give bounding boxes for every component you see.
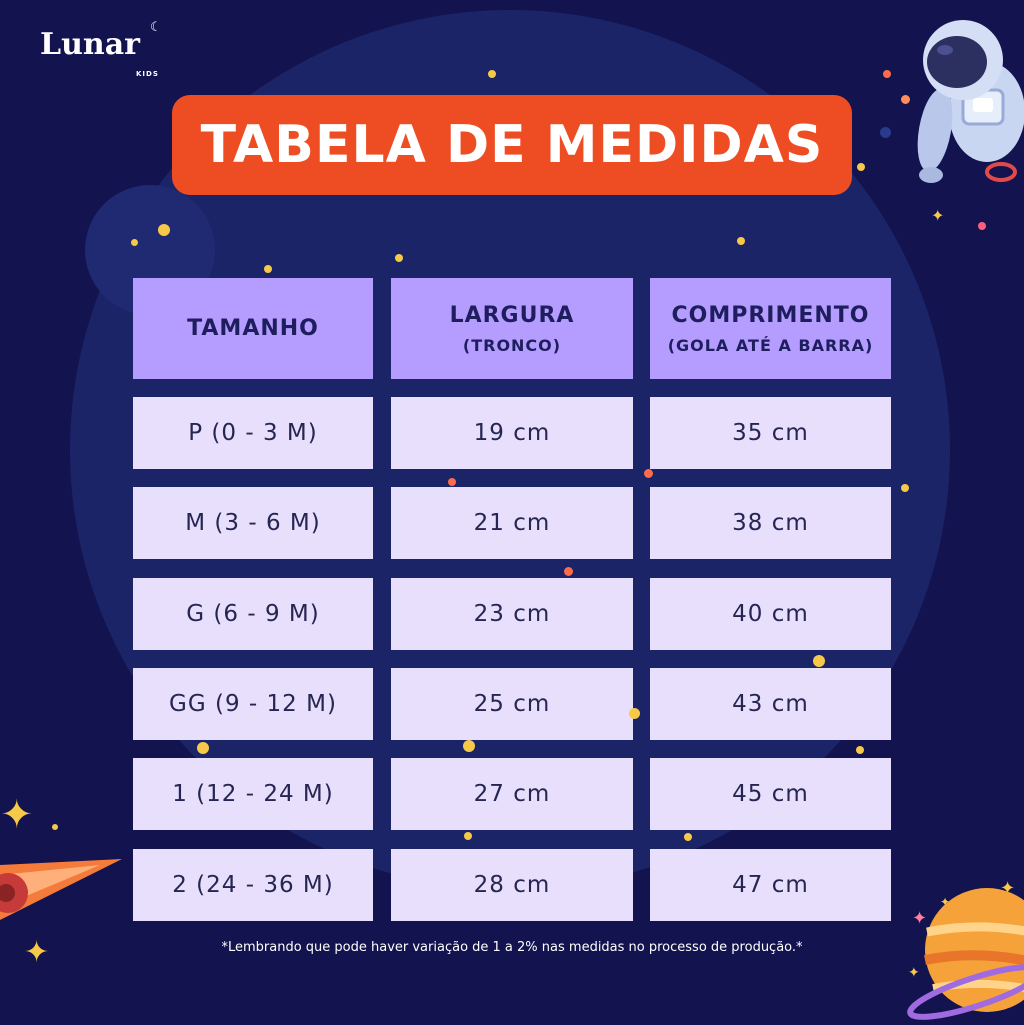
brand-sub: KIDS (136, 70, 159, 78)
page-title: TABELA DE MEDIDAS (172, 95, 852, 195)
table-cell-length: 47 cm (650, 849, 891, 921)
astronaut-icon (917, 20, 1024, 183)
star-dot-icon (857, 163, 865, 171)
table-cell-size: 2 (24 - 36 M) (133, 849, 373, 921)
header-subtitle: (TRONCO) (462, 335, 562, 355)
table-cell-length: 43 cm (650, 668, 891, 740)
star-dot-icon (901, 95, 910, 104)
star-dot-icon (880, 127, 891, 138)
header-title: COMPRIMENTO (671, 302, 870, 328)
star-dot-icon (158, 224, 170, 236)
star-dot-icon (564, 567, 573, 576)
star-dot-icon (395, 254, 403, 262)
sparkle-icon: ✦ (940, 895, 951, 909)
star-dot-icon (684, 833, 692, 841)
table-cell-size: G (6 - 9 M) (133, 578, 373, 650)
star-dot-icon (264, 265, 272, 273)
star-dot-icon (52, 824, 58, 830)
star-dot-icon (629, 708, 640, 719)
star-dot-icon (737, 237, 745, 245)
table-cell-size: M (3 - 6 M) (133, 487, 373, 559)
table-cell-width: 19 cm (391, 397, 633, 469)
planet-icon (907, 888, 1024, 1020)
table-cell-length: 45 cm (650, 758, 891, 830)
header-cell-length: COMPRIMENTO (GOLA ATÉ A BARRA) (650, 278, 891, 379)
table-cell-size: 1 (12 - 24 M) (133, 758, 373, 830)
table-cell-length: 40 cm (650, 578, 891, 650)
sparkle-icon: ✦ (24, 935, 50, 970)
moon-icon: ☾ (150, 20, 162, 35)
sparkle-icon: ✦ (0, 792, 34, 838)
table-cell-width: 23 cm (391, 578, 633, 650)
table-cell-width: 27 cm (391, 758, 633, 830)
header-cell-size: TAMANHO (133, 278, 373, 379)
star-dot-icon (644, 469, 653, 478)
star-dot-icon (901, 484, 909, 492)
header-title: LARGURA (449, 302, 575, 328)
table-cell-length: 38 cm (650, 487, 891, 559)
star-dot-icon (856, 746, 864, 754)
star-dot-icon (883, 70, 891, 78)
star-dot-icon (448, 478, 456, 486)
table-cell-width: 25 cm (391, 668, 633, 740)
table-cell-width: 21 cm (391, 487, 633, 559)
star-dot-icon (131, 239, 138, 246)
comet-icon (0, 859, 122, 920)
table-cell-length: 35 cm (650, 397, 891, 469)
star-dot-icon (197, 742, 209, 754)
sparkle-icon: ✦ (912, 908, 928, 929)
table-cell-width: 28 cm (391, 849, 633, 921)
brand-name: Lunar (40, 27, 140, 62)
star-dot-icon (463, 740, 475, 752)
sparkle-icon: ✦ (908, 965, 920, 981)
table-cell-size: GG (9 - 12 M) (133, 668, 373, 740)
footnote: *Lembrando que pode haver variação de 1 … (221, 940, 803, 955)
star-dot-icon (488, 70, 496, 78)
star-dot-icon (978, 222, 986, 230)
star-dot-icon (464, 832, 472, 840)
brand-logo: ☾ Lunar KIDS (40, 20, 162, 78)
header-cell-width: LARGURA (TRONCO) (391, 278, 633, 379)
header-subtitle: (GOLA ATÉ A BARRA) (667, 335, 874, 355)
table-cell-size: P (0 - 3 M) (133, 397, 373, 469)
header-title: TAMANHO (187, 316, 319, 341)
star-dot-icon (813, 655, 825, 667)
sparkle-icon: ✦ (931, 206, 945, 225)
